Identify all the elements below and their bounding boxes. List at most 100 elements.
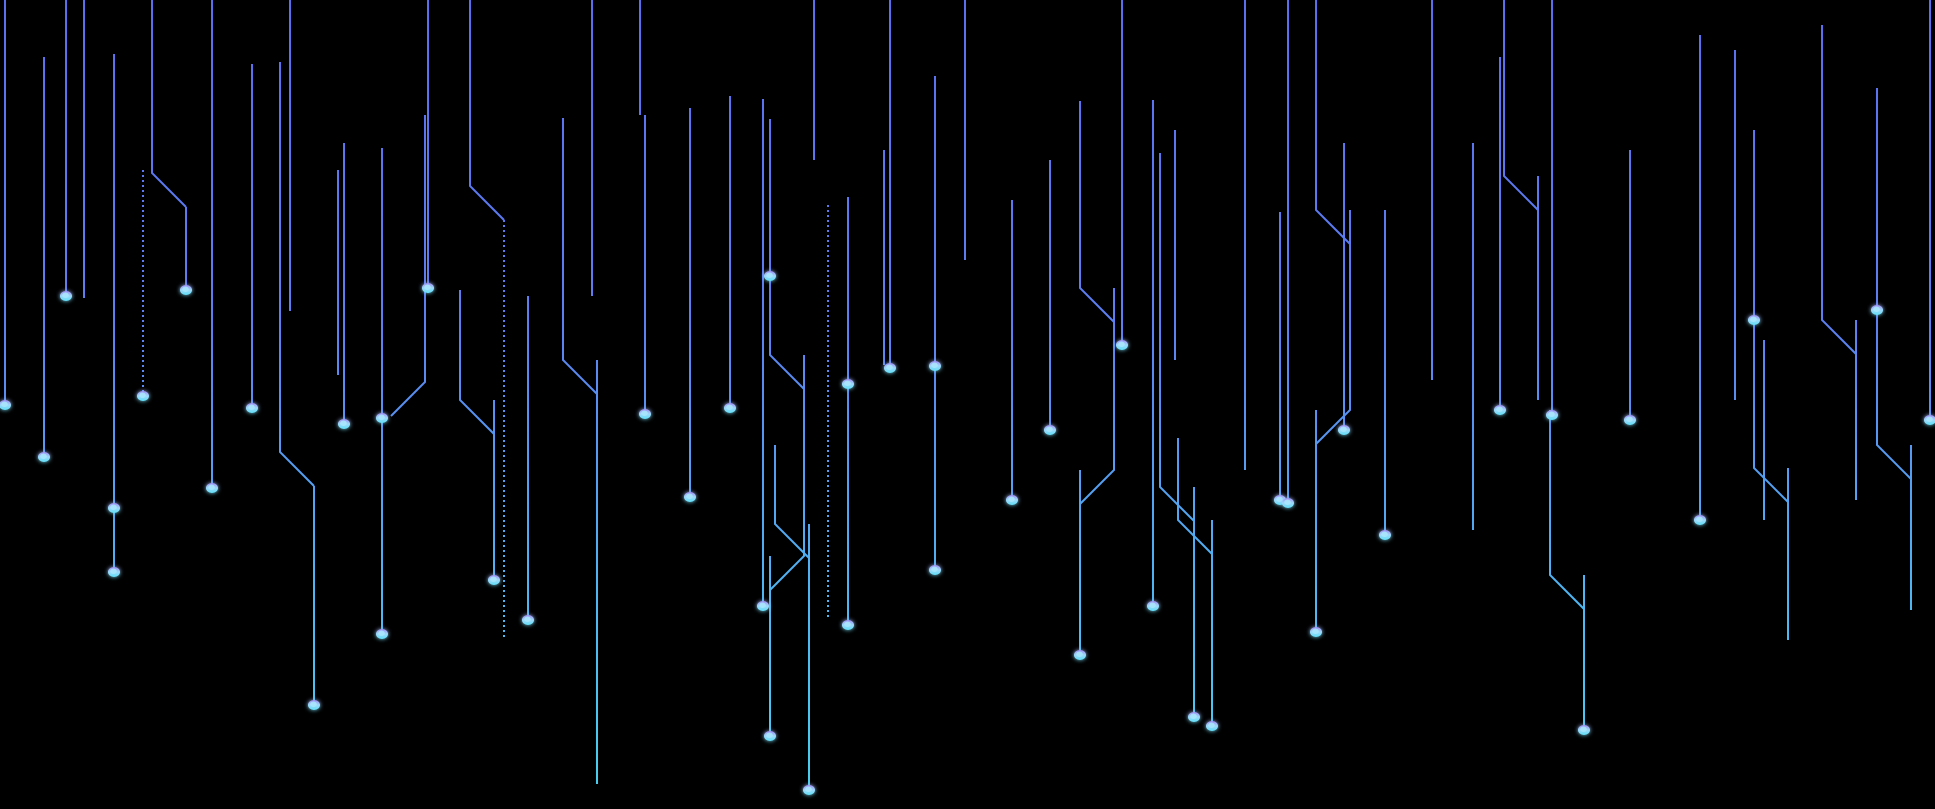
trace-line xyxy=(1315,0,1351,245)
dot-highlight xyxy=(1750,316,1757,322)
trace-endpoint-dot xyxy=(376,629,388,639)
dot-highlight xyxy=(1696,516,1703,522)
trace-endpoint-dot xyxy=(1147,601,1159,611)
trace-endpoint-dot xyxy=(929,361,941,371)
dot-highlight xyxy=(1926,416,1933,422)
trace-endpoint-dot xyxy=(246,403,258,413)
trace-line xyxy=(1079,101,1115,323)
trace-layer xyxy=(4,0,1931,790)
dot-highlight xyxy=(378,630,385,636)
dot-highlight xyxy=(110,504,117,510)
dot-highlight xyxy=(1008,496,1015,502)
trace-line xyxy=(459,290,495,435)
trace-line xyxy=(1876,310,1912,480)
trace-endpoint-dot xyxy=(803,785,815,795)
trace-endpoint-dot xyxy=(1116,340,1128,350)
dot-highlight xyxy=(1580,726,1587,732)
dot-highlight xyxy=(424,284,431,290)
trace-endpoint-dot xyxy=(764,271,776,281)
dot-highlight xyxy=(1548,411,1555,417)
dot-highlight xyxy=(844,621,851,627)
dot-highlight xyxy=(931,362,938,368)
trace-endpoint-dot xyxy=(1494,405,1506,415)
dot-highlight xyxy=(1284,499,1291,505)
dot-highlight xyxy=(1190,713,1197,719)
dot-highlight xyxy=(1340,426,1347,432)
trace-endpoint-dot xyxy=(1546,410,1558,420)
trace-endpoint-dot xyxy=(1206,721,1218,731)
dot-highlight xyxy=(1208,722,1215,728)
trace-endpoint-dot xyxy=(1338,425,1350,435)
trace-line xyxy=(1159,450,1195,522)
trace-endpoint-dot xyxy=(842,379,854,389)
dot-highlight xyxy=(726,404,733,410)
trace-endpoint-dot xyxy=(376,413,388,423)
trace-endpoint-dot xyxy=(0,400,11,410)
trace-endpoint-dot xyxy=(1748,315,1760,325)
dot-highlight xyxy=(182,286,189,292)
trace-endpoint-dot xyxy=(884,363,896,373)
trace-endpoint-dot xyxy=(724,403,736,413)
trace-endpoint-dot xyxy=(206,483,218,493)
trace-endpoint-dot xyxy=(1379,530,1391,540)
trace-endpoint-dot xyxy=(842,620,854,630)
trace-endpoint-dot xyxy=(180,285,192,295)
dot-highlight xyxy=(1626,416,1633,422)
dot-highlight xyxy=(1496,406,1503,412)
trace-endpoint-dot xyxy=(1624,415,1636,425)
dot-highlight xyxy=(1276,496,1283,502)
trace-endpoint-dot xyxy=(1924,415,1935,425)
dot-highlight xyxy=(139,392,146,398)
trace-endpoint-dot xyxy=(1282,498,1294,508)
trace-line xyxy=(769,276,805,390)
dot-highlight xyxy=(759,602,766,608)
dot-highlight xyxy=(1076,651,1083,657)
dot-highlight xyxy=(110,568,117,574)
dot-highlight xyxy=(1873,306,1880,312)
trace-endpoint-dot xyxy=(764,731,776,741)
trace-endpoint-dot xyxy=(108,503,120,513)
trace-endpoint-dot xyxy=(1694,515,1706,525)
trace-line xyxy=(1753,320,1789,503)
trace-endpoint-dot xyxy=(757,601,769,611)
trace-endpoint-dot xyxy=(1871,305,1883,315)
trace-endpoint-dot xyxy=(1074,650,1086,660)
trace-line xyxy=(769,470,805,591)
trace-line xyxy=(390,343,426,417)
trace-endpoint-dot xyxy=(639,409,651,419)
dot-layer xyxy=(0,271,1935,795)
dot-highlight xyxy=(490,576,497,582)
trace-endpoint-dot xyxy=(137,391,149,401)
trace-endpoint-dot xyxy=(684,492,696,502)
trace-endpoint-dot xyxy=(1006,495,1018,505)
dot-highlight xyxy=(686,493,693,499)
dot-highlight xyxy=(310,701,317,707)
dot-highlight xyxy=(208,484,215,490)
trace-endpoint-dot xyxy=(522,615,534,625)
trace-endpoint-dot xyxy=(1044,425,1056,435)
trace-endpoint-dot xyxy=(108,567,120,577)
dot-highlight xyxy=(886,364,893,370)
dot-highlight xyxy=(62,292,69,298)
trace-line xyxy=(1079,414,1115,505)
trace-endpoint-dot xyxy=(1310,627,1322,637)
trace-endpoint-dot xyxy=(422,283,434,293)
dot-highlight xyxy=(340,420,347,426)
dot-highlight xyxy=(524,616,531,622)
dot-highlight xyxy=(1312,628,1319,634)
dot-highlight xyxy=(766,272,773,278)
trace-endpoint-dot xyxy=(1578,725,1590,735)
dot-highlight xyxy=(1,401,8,407)
trace-line xyxy=(1177,438,1213,555)
dot-highlight xyxy=(805,786,812,792)
trace-line xyxy=(562,118,598,395)
dot-highlight xyxy=(844,380,851,386)
dot-highlight xyxy=(1118,341,1125,347)
trace-line xyxy=(469,0,505,221)
trace-endpoint-dot xyxy=(1188,712,1200,722)
trace-line xyxy=(1821,25,1857,355)
dot-highlight xyxy=(931,566,938,572)
